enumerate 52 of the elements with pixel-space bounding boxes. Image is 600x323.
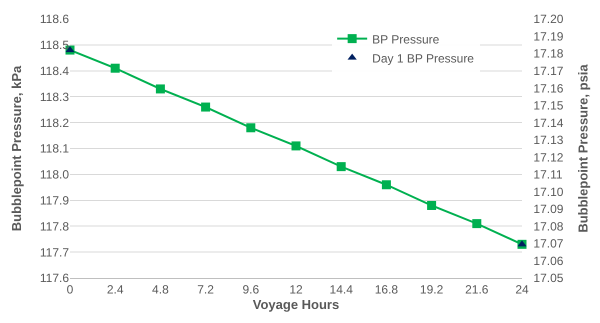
x-tick-label: 21.6 (465, 282, 489, 296)
x-tick-label: 0 (66, 282, 74, 296)
y2-tick-label: 17.19 (533, 29, 564, 44)
x-tick-label: 12 (289, 282, 303, 296)
x-axis-title: Voyage Hours (252, 297, 340, 312)
y2-tick-label: 17.15 (533, 98, 564, 113)
y2-tick-label: 17.07 (533, 236, 564, 251)
y-tick-label: 118.1 (40, 142, 70, 156)
point (246, 123, 256, 132)
y-tick-label: 117.9 (40, 194, 70, 208)
point (382, 180, 391, 190)
x-tick-label: 9.6 (242, 282, 260, 296)
y-tick-label: 118.6 (40, 12, 70, 26)
y2-axis-title: Bubblepoint Pressure, psia (575, 64, 590, 233)
y2-tick-label: 17.20 (533, 12, 564, 26)
x-tick-label: 19.2 (420, 282, 444, 296)
point (336, 162, 346, 172)
point (427, 200, 436, 210)
y2-tick-label: 17.17 (533, 64, 564, 78)
y-axis-title: Bubblepoint Pressure, kPa (8, 65, 24, 232)
x-tick-label: 14.4 (330, 282, 354, 296)
y-tick-label: 118.2 (40, 116, 70, 130)
y2-tick-label: 17.10 (533, 184, 564, 199)
y2-tick-label: 17.05 (533, 271, 564, 286)
x-tick-label: 24 (515, 282, 529, 296)
y2-tick-label: 17.09 (533, 202, 564, 216)
y-tick-label: 118.5 (40, 38, 70, 52)
x-tick-label: 16.8 (374, 282, 398, 296)
y-tick-label: 117.7 (40, 245, 70, 260)
legend-label: BP Pressure (372, 32, 440, 46)
point (292, 141, 300, 150)
y2-tick-label: 17.08 (533, 219, 564, 234)
point (472, 219, 482, 228)
y2-tick-label: 17.16 (533, 81, 564, 96)
point (201, 102, 210, 112)
x-tick-label: 7.2 (197, 282, 214, 296)
y2-tick-label: 17.11 (533, 168, 563, 182)
y-tick-label: 117.6 (40, 271, 70, 286)
x-tick-label: 4.8 (152, 282, 170, 296)
y2-tick-label: 17.13 (533, 133, 564, 148)
y-tick-label: 117.8 (40, 219, 70, 234)
y-tick-label: 118.0 (40, 168, 70, 182)
y-tick-label: 118.3 (40, 90, 70, 104)
legend-label: Day 1 BP Pressure (372, 51, 474, 66)
x-tick-label: 2.4 (106, 282, 124, 296)
point (156, 84, 165, 94)
y2-tick-label: 17.18 (533, 46, 564, 61)
point (110, 64, 120, 73)
y2-tick-label: 17.12 (533, 150, 564, 164)
y2-tick-label: 17.14 (533, 116, 564, 130)
y2-tick-label: 17.06 (533, 254, 564, 268)
y-tick-label: 118.4 (40, 64, 70, 78)
